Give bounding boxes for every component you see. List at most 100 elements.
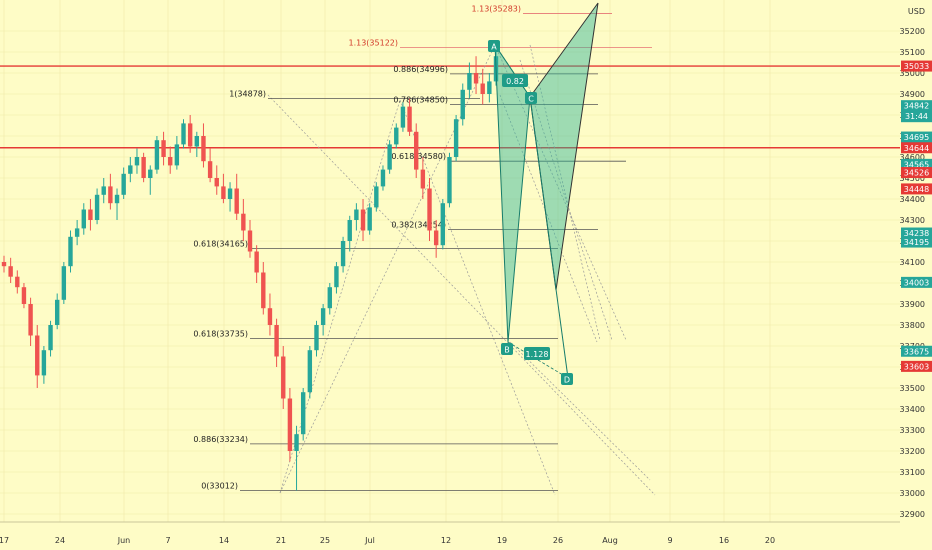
- price-badge-label: 35033: [904, 62, 929, 71]
- point-a[interactable]: A: [488, 40, 500, 52]
- price-tick: 33000: [900, 489, 925, 498]
- candle-body: [487, 81, 492, 94]
- time-axis[interactable]: 17 24 Jun 7 14 21 25 Jul 12 19 26 Aug 9 16 20: [0, 521, 900, 545]
- candle-body: [61, 266, 67, 300]
- price-badge-label: 34003: [904, 278, 929, 287]
- fib-label: 1(34878): [229, 90, 266, 99]
- pattern-cd-leg: [529, 96, 569, 379]
- price-badge-label: 34842: [904, 102, 929, 111]
- price-badge-label: 34695: [904, 133, 929, 142]
- price-badge-label: 33603: [904, 362, 929, 371]
- time-tick: 12: [441, 536, 451, 545]
- price-badge: [901, 131, 932, 143]
- candle-body: [247, 230, 253, 252]
- time-tick: 7: [165, 536, 170, 545]
- candle-body: [427, 188, 432, 231]
- candles: [1, 47, 499, 491]
- candle-body: [201, 136, 206, 162]
- time-tick: 19: [497, 536, 507, 545]
- fib-label: 0.886(34996): [393, 65, 448, 74]
- point-b-label: B: [504, 346, 510, 355]
- fan-line: [494, 44, 627, 341]
- candle-body: [174, 144, 180, 166]
- candle-body: [81, 209, 86, 229]
- candle-body: [234, 188, 239, 214]
- candle-body: [334, 266, 339, 288]
- price-tick: 35000: [900, 69, 925, 78]
- time-tick: 21: [276, 536, 286, 545]
- price-badge: [901, 142, 932, 154]
- fib-label: 0.618(34580): [391, 152, 446, 161]
- price-badge-sub: 31:44: [905, 112, 928, 121]
- candle-body: [108, 186, 113, 204]
- candle-body: [168, 157, 173, 166]
- candle-body: [374, 186, 379, 208]
- ratio-xb[interactable]: 0.82: [502, 74, 528, 87]
- price-tick: 34300: [900, 216, 925, 225]
- price-tick: 33200: [900, 447, 925, 456]
- price-badge-label: 34526: [904, 169, 929, 178]
- ratio-bd[interactable]: 1.128: [524, 347, 550, 360]
- candle-body: [241, 213, 246, 231]
- horizontal-lines: [0, 65, 900, 149]
- candle-body: [314, 325, 319, 351]
- time-tick: 26: [553, 536, 563, 545]
- price-badge: [901, 227, 932, 239]
- price-badge: [901, 276, 932, 288]
- price-tick: 35200: [900, 27, 925, 36]
- time-tick: 9: [667, 536, 672, 545]
- point-d-label: D: [564, 376, 570, 385]
- currency-label: USD: [908, 7, 925, 16]
- candle-body: [48, 325, 53, 351]
- candle-body: [15, 276, 20, 288]
- time-tick: 14: [219, 536, 229, 545]
- fan-line: [279, 44, 496, 494]
- price-badge: [901, 183, 932, 195]
- candle-body: [281, 356, 286, 399]
- candle-body: [327, 287, 332, 309]
- point-d[interactable]: D: [561, 373, 573, 385]
- candle-body: [300, 392, 306, 435]
- price-badge-label: 33675: [904, 347, 929, 356]
- fan-line: [519, 59, 613, 341]
- candle-body: [8, 266, 13, 277]
- price-axis[interactable]: USD 32900 33000 33100 33200 33300 33400 33500 3…: [900, 0, 932, 522]
- candle-body: [148, 169, 153, 178]
- candle-body: [207, 161, 213, 178]
- candle-body: [473, 73, 479, 84]
- candle-body: [261, 272, 266, 309]
- candle-body: [400, 106, 406, 128]
- price-tick: 34600: [900, 153, 925, 162]
- time-tick: 25: [320, 536, 330, 545]
- candle-body: [367, 207, 372, 231]
- price-tick: 33100: [900, 468, 925, 477]
- price-badge: [901, 60, 932, 72]
- point-a-label: A: [491, 43, 497, 52]
- candle-body: [254, 251, 259, 273]
- candle-body: [21, 287, 27, 304]
- price-badge: [901, 158, 932, 170]
- candle-body: [114, 194, 120, 204]
- candle-body: [294, 434, 299, 451]
- fib-fan-lines: [267, 44, 656, 496]
- candle-body: [380, 169, 386, 187]
- price-badge-label: 34565: [904, 160, 929, 169]
- time-tick: 16: [719, 536, 729, 545]
- price-tick: 34500: [900, 174, 925, 183]
- candle-body: [88, 209, 93, 220]
- candle-body: [154, 140, 160, 170]
- candle-body: [414, 131, 419, 170]
- point-b[interactable]: B: [501, 343, 513, 355]
- candle-body: [101, 186, 106, 195]
- price-tick: 32900: [900, 510, 925, 519]
- fib-label: 0(33012): [201, 481, 238, 490]
- fib-label: 0.786(34850): [393, 96, 448, 105]
- candle-body: [134, 157, 140, 166]
- candle-body: [28, 304, 33, 336]
- candle-body: [320, 308, 326, 325]
- candle-body: [440, 203, 446, 246]
- point-c[interactable]: C: [525, 92, 537, 104]
- price-tick: 34400: [900, 195, 925, 204]
- fib-label: 0.618(34165): [193, 239, 248, 248]
